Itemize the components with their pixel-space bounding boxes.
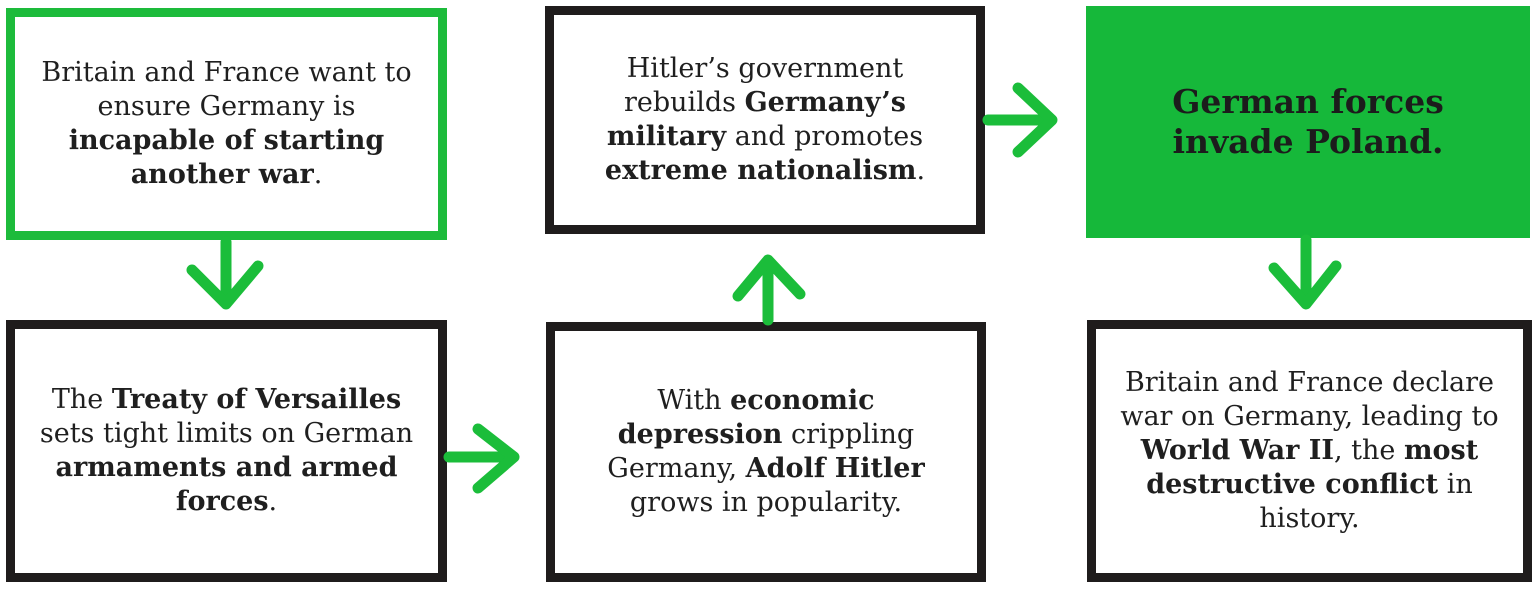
step-text-3: With economic depression crippling Germa… — [607, 385, 925, 518]
arrow-right-icon — [982, 82, 1058, 158]
step-box-1: Britain and France want to ensure German… — [6, 8, 447, 240]
step-text-1: Britain and France want to ensure German… — [41, 57, 412, 190]
arrow-down-icon — [1268, 234, 1342, 310]
arrow-up-icon — [732, 254, 806, 326]
arrow-down-icon — [186, 236, 264, 310]
step-box-5: German forces invade Poland. — [1086, 6, 1530, 238]
step-text-4: Hitler’s government rebuilds Germany’s m… — [604, 53, 926, 186]
step-text-5: German forces invade Poland. — [1172, 82, 1444, 161]
step-text-6: Britain and France declare war on German… — [1120, 367, 1499, 534]
step-box-6: Britain and France declare war on German… — [1087, 320, 1532, 582]
arrow-right-icon — [443, 423, 520, 494]
step-text-2: The Treaty of Versailles sets tight limi… — [39, 384, 414, 517]
step-box-4: Hitler’s government rebuilds Germany’s m… — [545, 6, 985, 234]
step-box-2: The Treaty of Versailles sets tight limi… — [6, 320, 447, 582]
step-box-3: With economic depression crippling Germa… — [546, 322, 986, 582]
